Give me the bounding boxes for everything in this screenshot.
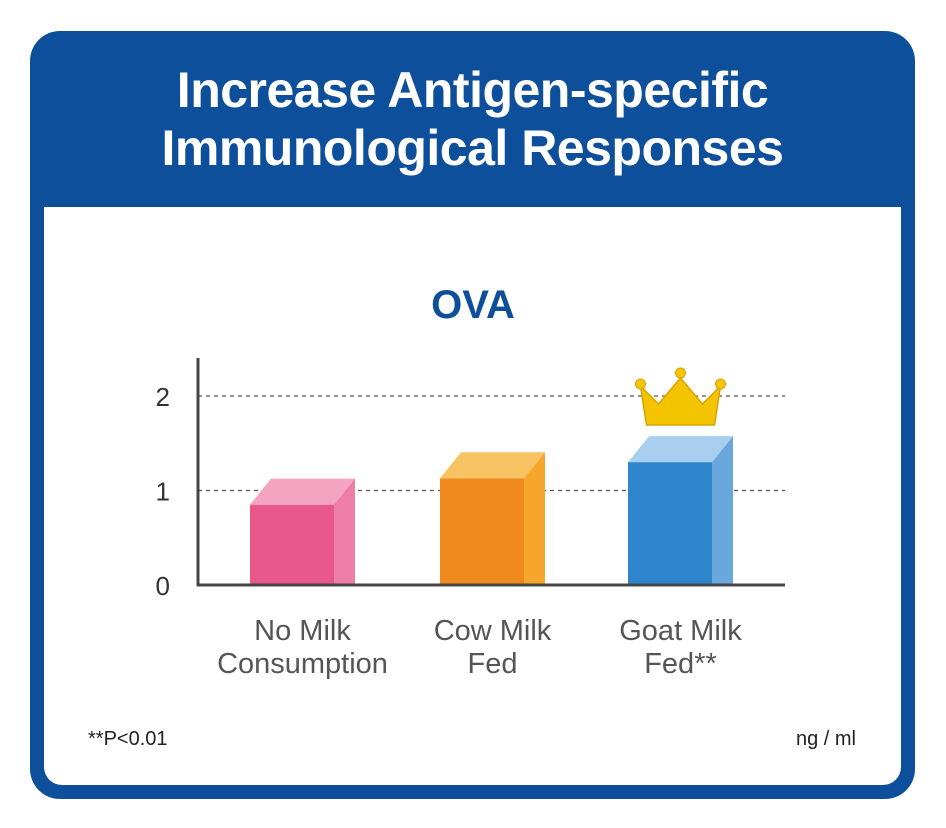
x-category-label: Cow Milk xyxy=(434,615,552,647)
chart-title: OVA xyxy=(431,283,515,327)
bar-top-face xyxy=(628,436,733,463)
x-category-label: Consumption xyxy=(217,648,388,680)
title-line-2: Immunological Responses xyxy=(161,120,784,176)
bar-top-face xyxy=(440,452,545,479)
page-title: Increase Antigen-specific Immunological … xyxy=(30,61,915,177)
title-line-1: Increase Antigen-specific xyxy=(176,62,769,118)
crown-icon xyxy=(635,367,726,426)
bar xyxy=(250,504,334,585)
bar-side-face xyxy=(712,436,733,585)
chart-card: Increase Antigen-specific Immunological … xyxy=(30,31,915,799)
x-category-label: Fed** xyxy=(644,648,717,680)
x-category-label: Goat Milk xyxy=(619,615,742,647)
y-tick-label: 2 xyxy=(156,382,170,412)
x-category-label: Fed xyxy=(468,648,518,680)
bar-top-face xyxy=(250,478,355,505)
x-category-label: No Milk xyxy=(254,615,351,647)
y-tick-label: 1 xyxy=(156,477,170,507)
y-tick-label: 0 xyxy=(156,571,170,601)
significance-footnote: **P<0.01 xyxy=(88,728,168,750)
units-label: ng / ml xyxy=(795,728,856,750)
bar-side-face xyxy=(524,452,545,585)
bar xyxy=(440,478,524,585)
bar xyxy=(628,462,712,585)
bar-side-face xyxy=(334,478,355,585)
